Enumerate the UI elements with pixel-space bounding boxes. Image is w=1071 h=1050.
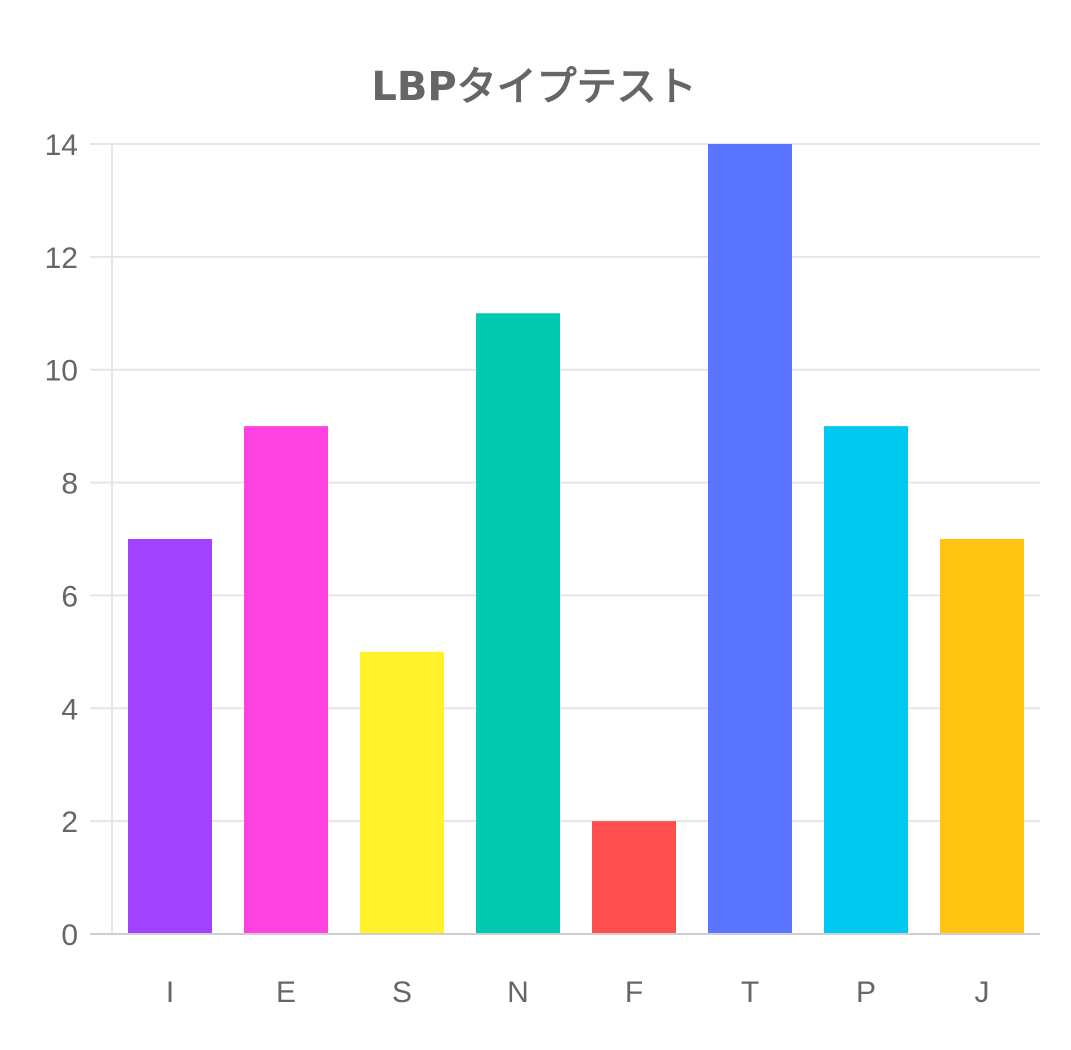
x-tick-label: S (392, 976, 412, 1009)
bars (128, 144, 1024, 934)
bar-S (360, 651, 444, 934)
bar-T (708, 144, 792, 934)
x-tick-label: I (166, 976, 174, 1009)
bar-F (592, 821, 676, 934)
bar-P (824, 426, 908, 934)
chart-title: LBPタイプテスト (371, 64, 696, 110)
bar-I (128, 539, 212, 934)
y-tick-label: 6 (61, 580, 78, 613)
x-tick-label: J (975, 976, 990, 1009)
y-tick-label: 0 (61, 919, 78, 952)
y-tick-label: 4 (61, 693, 78, 726)
y-tick-label: 10 (45, 355, 78, 388)
bar-J (940, 539, 1024, 934)
axes (90, 144, 1040, 935)
y-tick-label: 8 (61, 468, 78, 501)
x-tick-label: F (625, 976, 643, 1009)
y-tick-label: 14 (45, 129, 78, 162)
x-tick-label: N (507, 976, 529, 1009)
y-tick-label: 12 (45, 242, 78, 275)
x-tick-label: E (276, 976, 296, 1009)
bar-E (244, 426, 328, 934)
x-tick-label: T (741, 976, 759, 1009)
y-axis-tick-labels: 0 2 4 6 8 10 12 14 (45, 129, 78, 952)
bar-N (476, 313, 560, 934)
x-tick-label: P (856, 976, 876, 1009)
y-tick-label: 2 (61, 806, 78, 839)
